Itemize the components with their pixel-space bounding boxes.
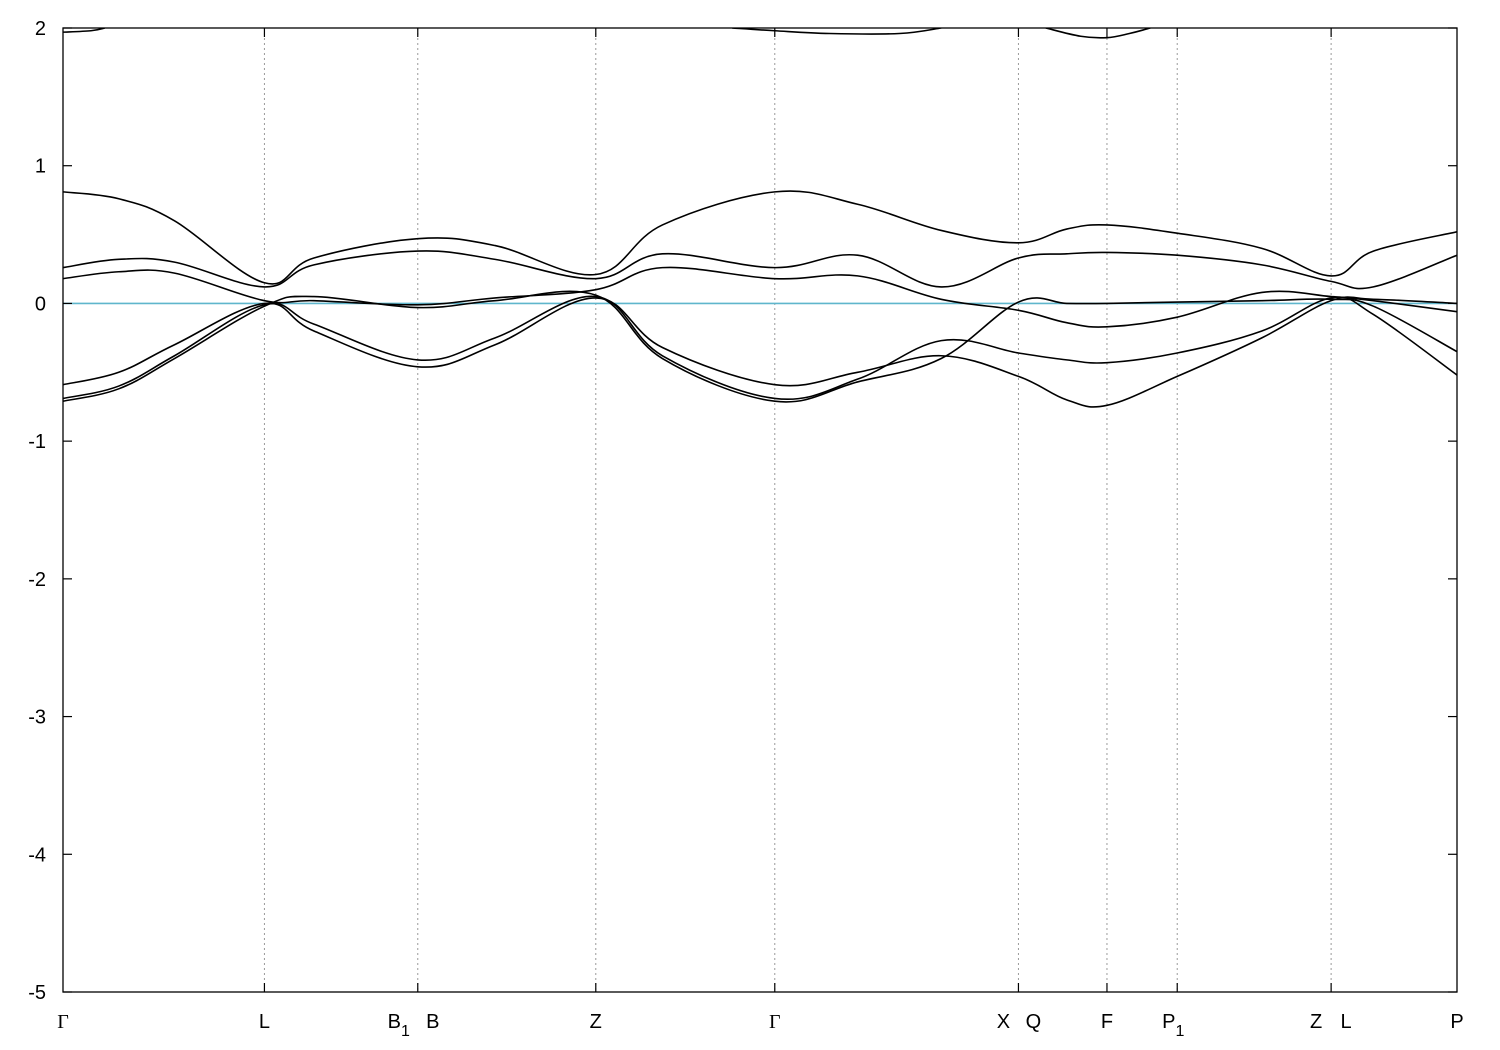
y-tick-label-1: 1 (35, 156, 46, 178)
x-tick-label-10: Z (1310, 1011, 1322, 1033)
band-line-3 (63, 296, 1457, 408)
x-tick-label-4: Z (590, 1011, 602, 1033)
band-lines (63, 28, 1457, 408)
x-tick-label-1: L (259, 1011, 270, 1033)
band-line-5 (63, 250, 1457, 290)
band-line-2 (63, 295, 1457, 401)
x-tick-label-0: Γ (57, 1011, 69, 1033)
band-line-1 (63, 290, 1457, 403)
band-line-6 (63, 190, 1457, 285)
y-tick-label-5: -3 (28, 707, 46, 729)
band-line-8 (732, 28, 942, 35)
high-symmetry-grid (263, 28, 1332, 992)
y-tick-label-6: -4 (28, 844, 46, 866)
x-tick-label-12: P (1450, 1011, 1463, 1033)
x-tick-label-6: X (997, 1011, 1010, 1033)
y-tick-label-3: -1 (28, 431, 46, 453)
x-tick-label-8: F (1101, 1011, 1113, 1033)
y-tick-label-0: 2 (35, 18, 46, 40)
y-tick-label-4: -2 (28, 569, 46, 591)
x-tick-label-11: L (1341, 1011, 1352, 1033)
band-line-7 (63, 28, 105, 33)
plot-frame (62, 27, 1458, 993)
y-tick-label-2: 0 (35, 293, 46, 315)
x-tick-label-3: B (426, 1011, 439, 1033)
band-line-9 (1045, 28, 1151, 39)
band-line-4 (63, 266, 1457, 328)
y-tick-label-7: -5 (28, 982, 46, 1004)
x-tick-label-7: Q (1026, 1011, 1042, 1033)
y-axis-ticks: 2 1 0 -1 -2 -3 -4 -5 (28, 18, 1457, 1004)
x-tick-label-5: Γ (769, 1011, 781, 1033)
